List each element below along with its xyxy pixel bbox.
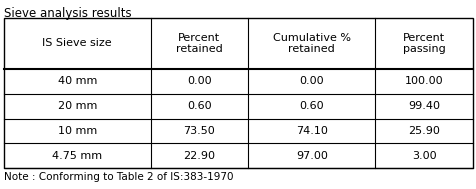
Text: 99.40: 99.40 [407,101,439,111]
Text: Sieve analysis results: Sieve analysis results [4,7,131,20]
Text: Cumulative %
retained: Cumulative % retained [272,33,350,54]
Text: IS Sieve size: IS Sieve size [42,39,112,49]
Text: 0.00: 0.00 [187,76,211,86]
Text: 20 mm: 20 mm [58,101,97,111]
Text: 0.60: 0.60 [299,101,323,111]
Text: 97.00: 97.00 [295,151,327,161]
Text: Percent
passing: Percent passing [402,33,445,54]
Text: 22.90: 22.90 [183,151,215,161]
Text: 40 mm: 40 mm [58,76,97,86]
Text: 10 mm: 10 mm [58,126,97,136]
Text: Percent
retained: Percent retained [176,33,222,54]
Text: 0.60: 0.60 [187,101,211,111]
Bar [4,18,472,168]
Text: 25.90: 25.90 [407,126,439,136]
Text: 73.50: 73.50 [183,126,215,136]
Text: 0.00: 0.00 [299,76,323,86]
Text: 74.10: 74.10 [295,126,327,136]
Text: 4.75 mm: 4.75 mm [52,151,102,161]
Text: 3.00: 3.00 [411,151,436,161]
Text: 100.00: 100.00 [404,76,443,86]
Text: Note : Conforming to Table 2 of IS:383-1970: Note : Conforming to Table 2 of IS:383-1… [4,172,233,182]
